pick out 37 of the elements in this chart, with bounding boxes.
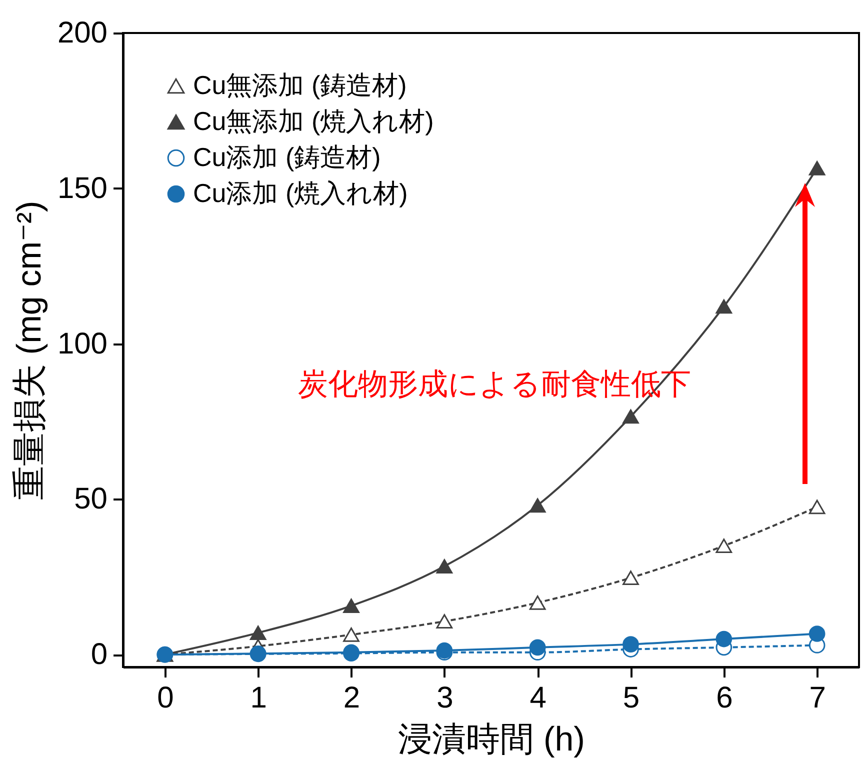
annotation: 炭化物形成による耐食性低下 [298,368,692,401]
point [343,628,360,642]
point [529,595,546,610]
legend-label: Cu無添加 (焼入れ材) [193,106,434,136]
point [529,498,546,513]
legend-label: Cu無添加 (鋳造材) [193,70,407,100]
x-tick-label: 6 [716,682,733,714]
point [808,161,826,176]
point [622,409,639,424]
point [808,500,826,514]
point [716,630,732,648]
x-tick-label: 3 [436,682,454,714]
point [436,559,453,574]
point [529,639,546,656]
legend-label: Cu添加 (焼入れ材) [193,178,408,208]
point [716,538,732,553]
point [716,299,732,314]
y-tick-label: 50 [74,482,108,516]
point [622,570,639,585]
y-axis-title: 重量損失 (mg cm⁻²) [10,200,48,500]
point [250,626,266,640]
x-tick-label: 7 [809,682,826,714]
point [622,636,639,652]
y-tick-label: 150 [57,172,108,205]
legend-label: Cu添加 (鋳造材) [193,142,381,172]
y-tick-label: 100 [57,327,108,360]
point [808,626,826,642]
y-tick-label: 0 [90,638,108,672]
point [343,598,360,613]
x-tick-label: 1 [250,682,267,714]
x-tick-label: 0 [157,682,174,714]
x-tick-label: 2 [343,682,360,714]
x-axis-title: 浸漬時間 (h) [398,720,585,758]
x-tick-label: 5 [622,682,640,714]
point [436,614,453,628]
x-tick-label: 4 [530,682,546,714]
y-tick-label: 200 [57,16,108,50]
